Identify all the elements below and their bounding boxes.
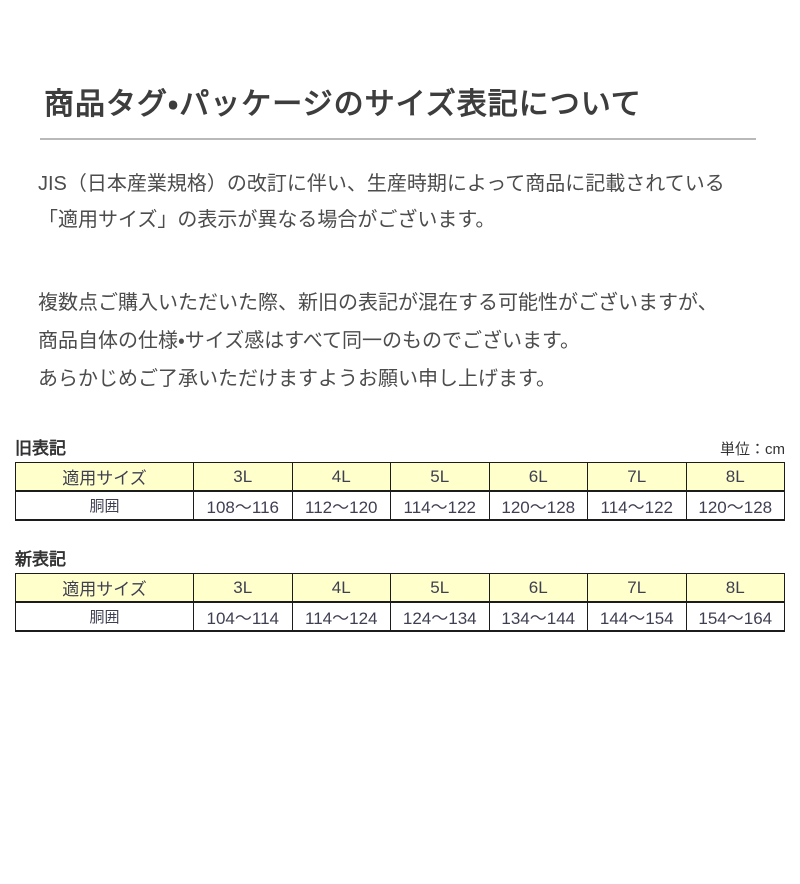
new-waist-3l: 104～114	[193, 601, 293, 632]
old-notation-table: 適用サイズ 3L 4L 5L 6L 7L 8L 胴囲 108～116 112～1…	[15, 462, 785, 521]
new-waist-4l: 114～124	[291, 601, 391, 632]
old-header-4l: 4L	[291, 462, 391, 492]
old-waist-3l: 108～116	[193, 490, 293, 521]
new-notation-caption-row: 新表記	[15, 545, 785, 570]
new-header-5l: 5L	[390, 573, 490, 603]
old-header-8l: 8L	[685, 462, 785, 492]
old-header-7l: 7L	[587, 462, 687, 492]
new-table-header-row: 適用サイズ 3L 4L 5L 6L 7L 8L	[15, 573, 785, 603]
old-table-waist-row: 胴囲 108～116 112～120 114～122 120～128 114～1…	[15, 490, 785, 521]
intro-paragraph: JIS（日本産業規格）の改訂に伴い、生産時期によって商品に記載されている 「適用…	[38, 166, 772, 238]
new-header-3l: 3L	[193, 573, 293, 603]
new-notation-section: 新表記 適用サイズ 3L 4L 5L 6L 7L 8L 胴囲 104～114 1…	[15, 545, 785, 632]
old-header-size-label: 適用サイズ	[15, 462, 194, 492]
new-notation-table: 適用サイズ 3L 4L 5L 6L 7L 8L 胴囲 104～114 114～1…	[15, 573, 785, 632]
old-header-5l: 5L	[390, 462, 490, 492]
old-waist-6l: 120～128	[488, 490, 588, 521]
new-table-waist-row: 胴囲 104～114 114～124 124～134 134～144 144～1…	[15, 601, 785, 632]
new-header-6l: 6L	[488, 573, 588, 603]
notice-paragraph: 複数点ご購入いただいた際、新旧の表記が混在する可能性がございますが、 商品自体の…	[38, 284, 772, 398]
old-waist-7l: 114～122	[587, 490, 687, 521]
page-title: 商品タグ・パッケージのサイズ表記について	[40, 84, 756, 140]
old-waist-8l: 120～128	[685, 490, 785, 521]
new-waist-5l: 124～134	[390, 601, 490, 632]
intro-line-2: 「適用サイズ」の表示が異なる場合がございます。	[38, 209, 496, 231]
new-header-7l: 7L	[587, 573, 687, 603]
notice-line-1: 複数点ご購入いただいた際、新旧の表記が混在する可能性がございますが、	[38, 292, 718, 314]
old-notation-caption-row: 旧表記 単位：cm	[15, 434, 785, 459]
new-header-size-label: 適用サイズ	[15, 573, 194, 603]
intro-line-1: JIS（日本産業規格）の改訂に伴い、生産時期によって商品に記載されている	[38, 173, 725, 195]
new-header-4l: 4L	[291, 573, 391, 603]
new-waist-8l: 154～164	[685, 601, 785, 632]
old-waist-5l: 114～122	[390, 490, 490, 521]
new-notation-label: 新表記	[15, 550, 66, 569]
new-header-8l: 8L	[685, 573, 785, 603]
old-notation-label: 旧表記	[15, 439, 66, 458]
old-notation-section: 旧表記 単位：cm 適用サイズ 3L 4L 5L 6L 7L 8L 胴囲 108…	[15, 434, 785, 521]
old-table-header-row: 適用サイズ 3L 4L 5L 6L 7L 8L	[15, 462, 785, 492]
notice-line-2: 商品自体の仕様・サイズ感はすべて同一のものでございます。	[38, 330, 580, 352]
old-waist-row-label: 胴囲	[15, 490, 194, 521]
notice-line-3: あらかじめご了承いただけますようお願い申し上げます。	[38, 368, 556, 390]
size-notice-page: 商品タグ・パッケージのサイズ表記について JIS（日本産業規格）の改訂に伴い、生…	[0, 84, 800, 884]
unit-label: 単位：cm	[720, 441, 785, 458]
new-waist-7l: 144～154	[587, 601, 687, 632]
old-waist-4l: 112～120	[291, 490, 391, 521]
old-header-6l: 6L	[488, 462, 588, 492]
new-waist-row-label: 胴囲	[15, 601, 194, 632]
old-header-3l: 3L	[193, 462, 293, 492]
new-waist-6l: 134～144	[488, 601, 588, 632]
